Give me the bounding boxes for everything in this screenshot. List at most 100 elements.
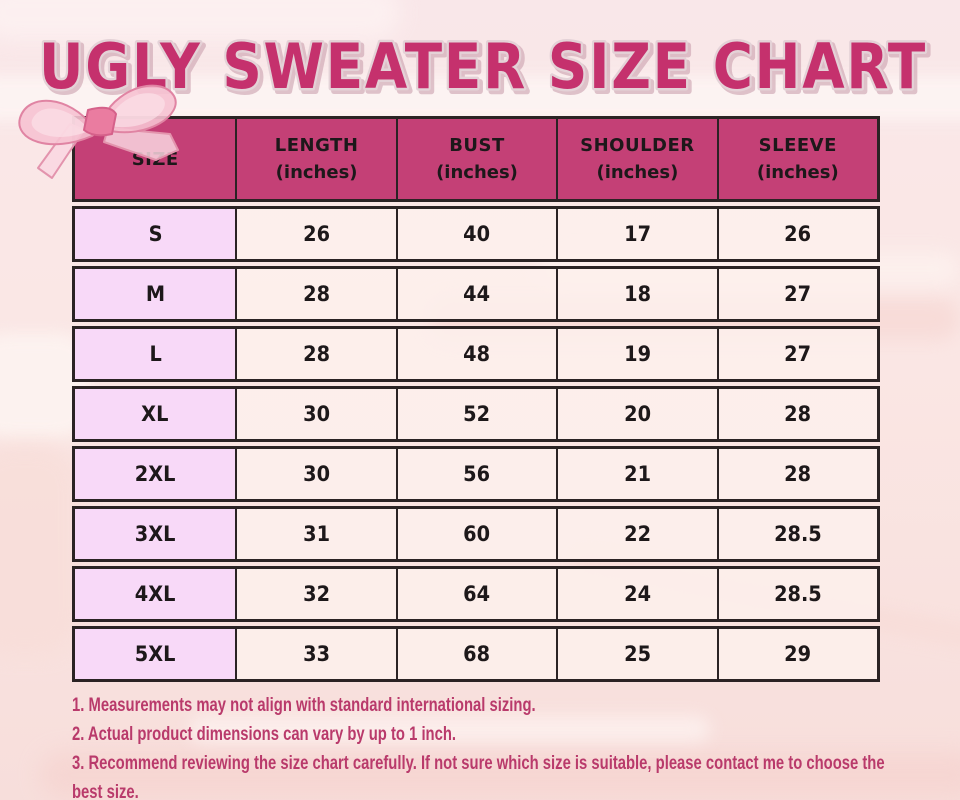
size-label: 4XL	[134, 582, 176, 606]
shoulder-cell: 17	[556, 209, 716, 259]
sleeve-value: 29	[784, 642, 812, 666]
sleeve-value: 28	[784, 402, 812, 426]
table-row-5xl: 5XL 33 68 25 29	[72, 626, 880, 682]
shoulder-cell: 18	[556, 269, 716, 319]
table-row-m: M 28 44 18 27	[72, 266, 880, 322]
length-cell: 30	[235, 389, 395, 439]
bust-value: 44	[463, 282, 491, 306]
length-cell: 31	[235, 509, 395, 559]
sleeve-value: 26	[784, 222, 812, 246]
size-label: 5XL	[134, 642, 176, 666]
shoulder-value: 18	[623, 282, 651, 306]
length-value: 31	[303, 522, 331, 546]
size-label-cell: M	[75, 269, 236, 319]
table-row-l: L 28 48 19 27	[72, 326, 880, 382]
sleeve-cell: 27	[716, 329, 877, 379]
length-value: 28	[303, 342, 331, 366]
shoulder-cell: 22	[556, 509, 716, 559]
sleeve-cell: 28	[716, 389, 877, 439]
shoulder-cell: 24	[556, 569, 716, 619]
size-label: S	[148, 222, 163, 246]
size-label: M	[145, 282, 165, 306]
bust-value: 52	[463, 402, 491, 426]
sleeve-cell: 28.5	[716, 509, 877, 559]
ribbon-bow-icon	[18, 84, 179, 179]
watercolor-streak	[0, 445, 80, 655]
table-row-xl: XL 30 52 20 28	[72, 386, 880, 442]
bust-cell: 52	[395, 389, 556, 439]
shoulder-value: 20	[623, 402, 651, 426]
shoulder-cell: 20	[556, 389, 716, 439]
bust-value: 60	[463, 522, 491, 546]
size-label: XL	[141, 402, 169, 426]
sleeve-value: 27	[784, 282, 812, 306]
size-label-cell: XL	[75, 389, 236, 439]
bust-cell: 56	[395, 449, 556, 499]
length-cell: 32	[235, 569, 395, 619]
bust-value: 48	[463, 342, 491, 366]
note-item-3: 3. Recommend reviewing the size chart ca…	[72, 753, 885, 800]
sleeve-value: 28	[784, 462, 812, 486]
size-label: L	[149, 342, 162, 366]
size-label-cell: S	[75, 209, 236, 259]
shoulder-cell: 21	[556, 449, 716, 499]
shoulder-value: 22	[623, 522, 651, 546]
bust-value: 40	[463, 222, 491, 246]
length-cell: 30	[235, 449, 395, 499]
note-item-2: 2. Actual product dimensions can vary by…	[72, 724, 457, 745]
sizing-notes: 1. Measurements may not align with stand…	[72, 691, 888, 800]
length-value: 33	[303, 642, 331, 666]
header-cell-shoulder: SHOULDER (inches)	[556, 119, 716, 199]
size-label-cell: 2XL	[75, 449, 236, 499]
length-value: 28	[303, 282, 331, 306]
shoulder-value: 24	[623, 582, 651, 606]
bust-value: 68	[463, 642, 491, 666]
size-label: 3XL	[134, 522, 176, 546]
bust-cell: 40	[395, 209, 556, 259]
size-label: 2XL	[134, 462, 176, 486]
shoulder-cell: 19	[556, 329, 716, 379]
length-cell: 28	[235, 329, 395, 379]
sleeve-value: 28.5	[773, 522, 822, 546]
table-row-2xl: 2XL 30 56 21 28	[72, 446, 880, 502]
sleeve-cell: 26	[716, 209, 877, 259]
shoulder-value: 19	[623, 342, 651, 366]
header-cell-length: LENGTH (inches)	[235, 119, 395, 199]
bust-cell: 60	[395, 509, 556, 559]
note-item-1: 1. Measurements may not align with stand…	[72, 695, 536, 716]
sleeve-cell: 28	[716, 449, 877, 499]
table-row-3xl: 3XL 31 60 22 28.5	[72, 506, 880, 562]
bust-cell: 64	[395, 569, 556, 619]
header-label: SLEEVE	[758, 135, 837, 156]
size-label-cell: 5XL	[75, 629, 236, 679]
length-value: 30	[303, 462, 331, 486]
sleeve-cell: 28.5	[716, 569, 877, 619]
header-cell-bust: BUST (inches)	[395, 119, 556, 199]
bust-cell: 48	[395, 329, 556, 379]
length-cell: 28	[235, 269, 395, 319]
size-label-cell: 3XL	[75, 509, 236, 559]
table-row-4xl: 4XL 32 64 24 28.5	[72, 566, 880, 622]
header-unit: (inches)	[756, 162, 839, 183]
header-unit: (inches)	[596, 162, 679, 183]
header-label: LENGTH	[274, 135, 359, 156]
bust-cell: 68	[395, 629, 556, 679]
size-label-cell: 4XL	[75, 569, 236, 619]
shoulder-value: 25	[623, 642, 651, 666]
sleeve-cell: 27	[716, 269, 877, 319]
length-value: 30	[303, 402, 331, 426]
length-value: 32	[303, 582, 331, 606]
shoulder-cell: 25	[556, 629, 716, 679]
length-value: 26	[303, 222, 331, 246]
size-label-cell: L	[75, 329, 236, 379]
sleeve-value: 28.5	[773, 582, 822, 606]
sleeve-cell: 29	[716, 629, 877, 679]
length-cell: 33	[235, 629, 395, 679]
sleeve-value: 27	[784, 342, 812, 366]
bust-value: 56	[463, 462, 491, 486]
header-unit: (inches)	[275, 162, 358, 183]
shoulder-value: 21	[623, 462, 651, 486]
shoulder-value: 17	[623, 222, 651, 246]
bust-value: 64	[463, 582, 491, 606]
header-label: SHOULDER	[580, 135, 695, 156]
